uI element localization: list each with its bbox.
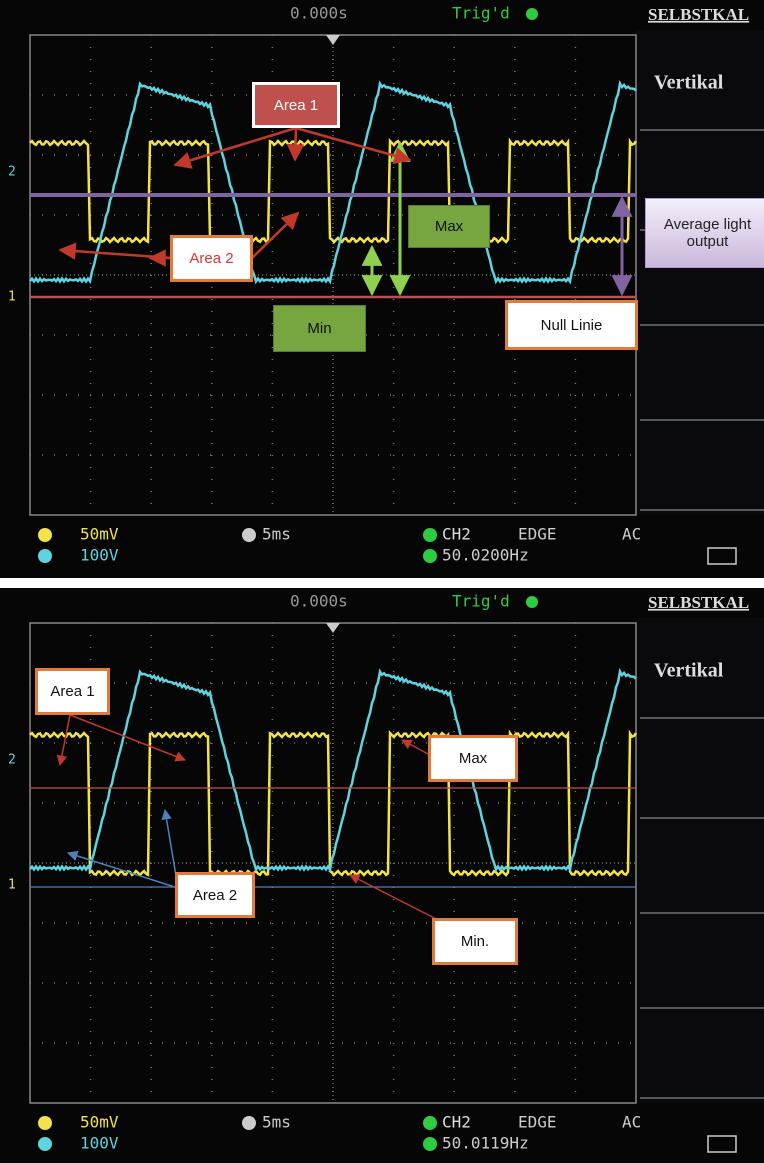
f-badge	[423, 1137, 437, 1151]
channel-marker: 2	[8, 753, 16, 768]
timebase-offset: 0.000s	[290, 592, 348, 611]
annotation-arrow	[251, 211, 300, 259]
status-frequency: 50.0119Hz	[442, 1134, 529, 1153]
status-coupling: AC	[622, 525, 641, 544]
ch2-badge	[38, 1137, 52, 1151]
trigger-marker	[326, 623, 340, 633]
channel-marker: 2	[8, 165, 16, 180]
annotation-label: Min	[273, 305, 366, 352]
scope-screen: 0.000s Trig'd SELBSTKAL Vertikal 2 1 50mV 100V 5…	[0, 588, 764, 1163]
status-ch1: 50mV	[80, 525, 119, 544]
status-source: CH2	[442, 1113, 471, 1132]
ch2-trace	[29, 79, 637, 285]
m-badge	[242, 528, 256, 542]
f-badge	[423, 549, 437, 563]
status-ch2: 100V	[80, 546, 119, 565]
annotation-label: Area 2	[170, 235, 253, 282]
annotation-label: Area 2	[175, 872, 255, 918]
timebase-offset: 0.000s	[290, 4, 348, 23]
annotation-label: Average light output	[645, 198, 764, 268]
status-coupling: AC	[622, 1113, 641, 1132]
menu-item: Vertikal	[654, 72, 724, 94]
status-mode: EDGE	[518, 525, 557, 544]
trigger-status: Trig'd	[452, 4, 510, 23]
status-mode: EDGE	[518, 1113, 557, 1132]
annotation-arrow	[295, 126, 412, 165]
trigger-status: Trig'd	[452, 592, 510, 611]
menu-title: SELBSTKAL	[648, 593, 749, 612]
annotation-arrow	[66, 850, 179, 889]
status-ch2: 100V	[80, 1134, 119, 1153]
channel-marker: 1	[8, 878, 16, 893]
menu-bg	[636, 30, 764, 515]
annotation-arrow	[69, 714, 186, 762]
trigger-dot	[526, 596, 538, 608]
annotation-label: Area 1	[252, 82, 340, 128]
menu-item: Vertikal	[654, 660, 724, 682]
trigger-dot	[526, 8, 538, 20]
status-timebase: 5ms	[262, 525, 291, 544]
status-frequency: 50.0200Hz	[442, 546, 529, 565]
annotation-arrow	[286, 127, 305, 162]
annotation-arrow	[56, 714, 71, 767]
ch1-badge	[38, 1116, 52, 1130]
annotation-arrow	[349, 874, 449, 926]
status-ch1: 50mV	[80, 1113, 119, 1132]
annotation-label: Null Linie	[505, 300, 638, 350]
usb-icon	[707, 1135, 737, 1153]
annotation-arrow	[401, 739, 431, 756]
gap	[0, 578, 764, 588]
status-timebase: 5ms	[262, 1113, 291, 1132]
t-badge	[423, 1116, 437, 1130]
ch1-trace	[29, 137, 638, 244]
menu-title: SELBSTKAL	[648, 5, 749, 24]
annotation-label: Area 1	[35, 668, 110, 715]
menu-bg	[636, 618, 764, 1103]
channel-marker: 1	[8, 290, 16, 305]
t-badge	[423, 528, 437, 542]
usb-icon	[707, 547, 737, 565]
annotation-label: Min.	[432, 918, 518, 965]
annotation-label: Max	[428, 735, 518, 782]
m-badge	[242, 1116, 256, 1130]
status-source: CH2	[442, 525, 471, 544]
trigger-marker	[326, 35, 340, 45]
ch2-trace	[29, 667, 637, 873]
ch2-badge	[38, 549, 52, 563]
annotation-label: Max	[408, 205, 490, 248]
annotation-arrow	[173, 126, 297, 169]
scope-screen: 0.000s Trig'd SELBSTKAL Vertikal 2 1 50mV 100V 5…	[0, 0, 764, 578]
ch1-badge	[38, 528, 52, 542]
